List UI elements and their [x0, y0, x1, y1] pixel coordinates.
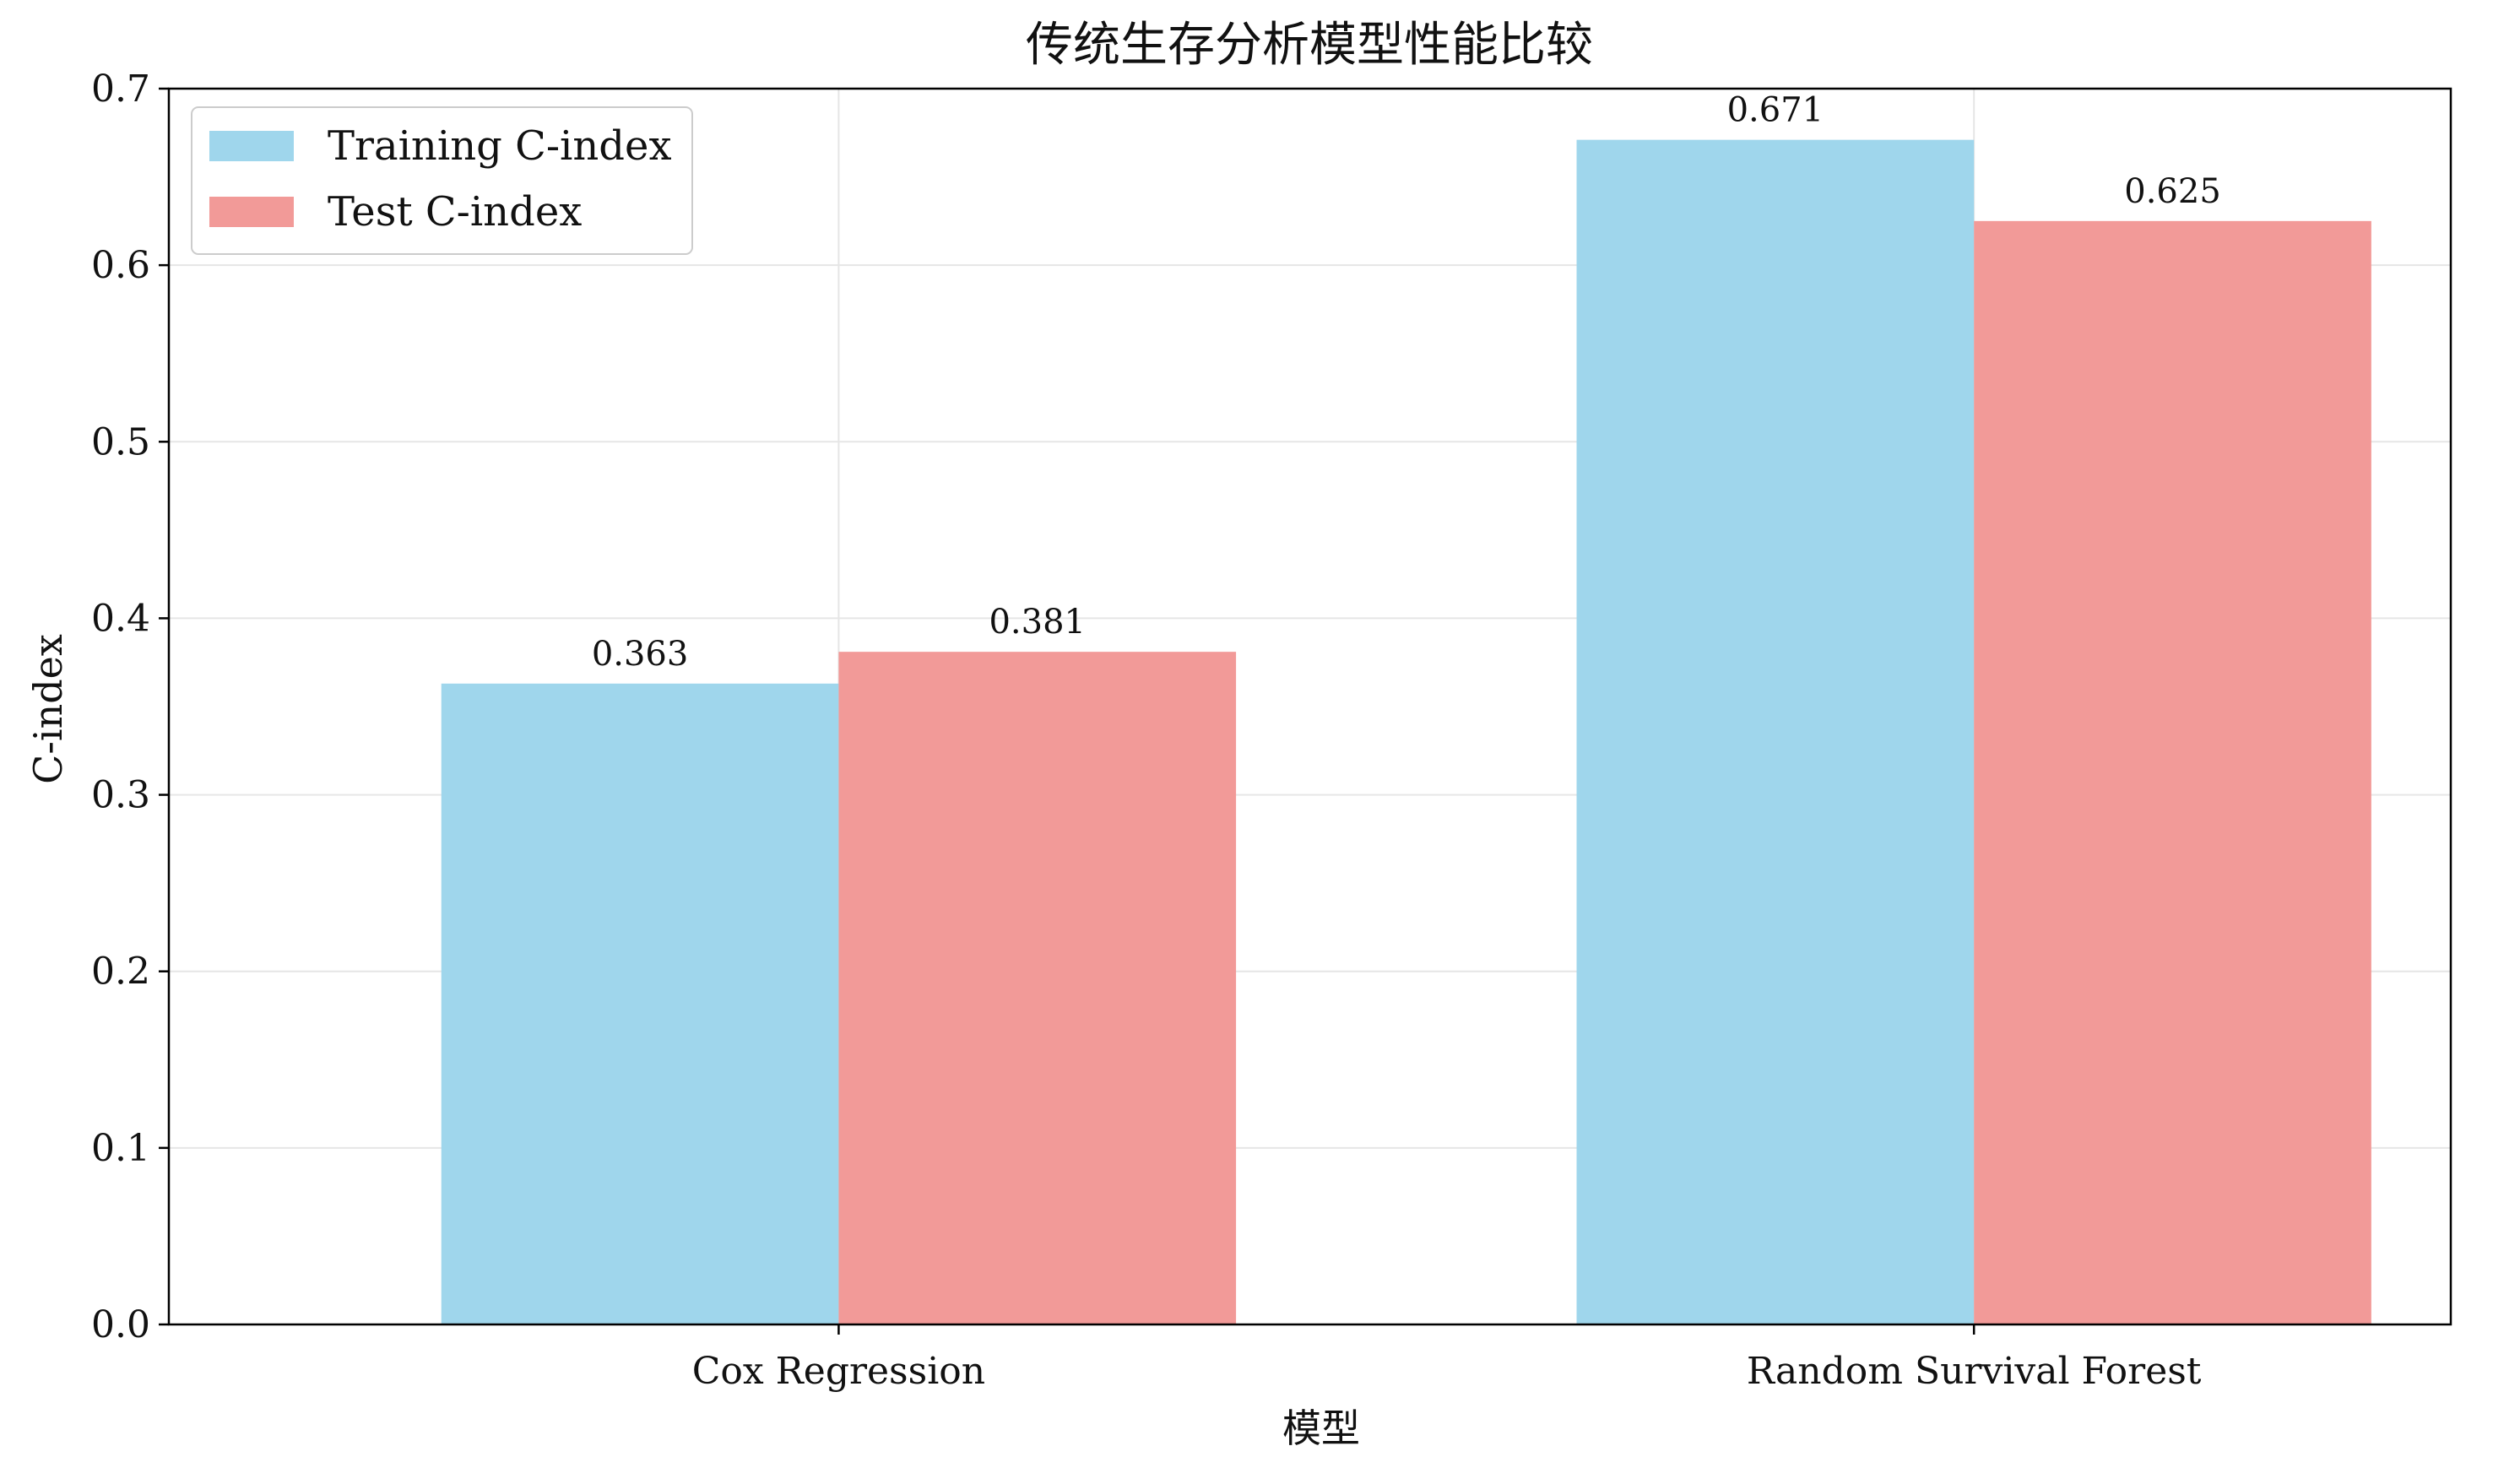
- legend-swatch-training: [209, 131, 294, 161]
- data-label: 0.671: [1727, 91, 1824, 130]
- bars: [441, 139, 2371, 1325]
- x-axis-label: 模型: [1282, 1405, 1360, 1451]
- y-axis: 0.0 0.1 0.2 0.3 0.4 0.5 0.6 0.7: [91, 68, 169, 1346]
- y-tick-label: 0.3: [91, 774, 150, 817]
- x-tick-label: Cox Regression: [692, 1350, 985, 1393]
- bar-training: [1576, 139, 1975, 1325]
- plot-frame: [167, 87, 2452, 1326]
- data-label: 0.363: [592, 635, 689, 674]
- y-tick-label: 0.6: [91, 244, 150, 287]
- bar-training: [441, 683, 839, 1324]
- y-tick-label: 0.1: [91, 1127, 150, 1170]
- y-tick-label: 0.4: [91, 597, 150, 640]
- chart-title: 传统生存分析模型性能比较: [1026, 18, 1593, 73]
- data-labels: 0.363 0.671 0.381 0.625: [592, 91, 2221, 674]
- y-tick-label: 0.2: [91, 951, 150, 994]
- y-tick-label: 0.5: [91, 420, 150, 463]
- y-axis-label: C-index: [25, 634, 71, 784]
- data-label: 0.625: [2124, 172, 2221, 211]
- bar-test: [1974, 220, 2371, 1324]
- legend: Training C-index Test C-index: [191, 106, 693, 255]
- legend-box: [191, 106, 693, 255]
- legend-label-test: Test C-index: [328, 188, 582, 236]
- x-axis: Cox Regression Random Survival Forest: [692, 1324, 2202, 1393]
- y-tick-label: 0.7: [91, 68, 150, 111]
- bar-test: [838, 652, 1237, 1324]
- data-label: 0.381: [989, 603, 1086, 642]
- legend-swatch-test: [209, 197, 294, 227]
- x-tick-label: Random Survival Forest: [1747, 1350, 2202, 1393]
- y-tick-label: 0.0: [91, 1303, 150, 1346]
- legend-label-training: Training C-index: [328, 122, 672, 170]
